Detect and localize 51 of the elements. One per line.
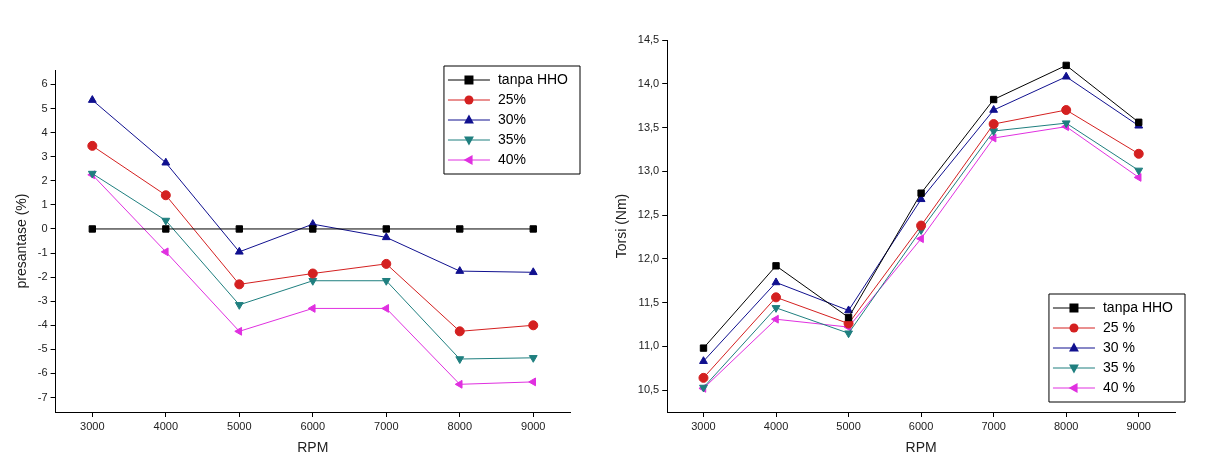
legend-label: 40% [497, 150, 526, 167]
y-tick-label: 13,5 [637, 120, 660, 133]
y-tick-label: -2 [37, 270, 48, 283]
legend-label: 35 % [1102, 358, 1135, 375]
y-tick-label: -7 [37, 390, 48, 403]
x-tick-label: 5000 [227, 419, 252, 432]
x-axis-title: RPM [905, 439, 937, 456]
x-tick-label: 9000 [521, 419, 546, 432]
x-tick-label: 6000 [300, 419, 326, 432]
y-tick-label: 14,5 [637, 33, 660, 46]
y-tick-label: 4 [41, 125, 48, 138]
x-tick-label: 8000 [1053, 419, 1079, 432]
x-tick-label: 4000 [153, 419, 179, 432]
x-tick-label: 3000 [80, 419, 105, 432]
y-tick-label: 6 [41, 77, 48, 90]
x-tick-label: 7000 [981, 419, 1006, 432]
x-tick-label: 6000 [908, 419, 934, 432]
x-tick-label: 9000 [1126, 419, 1151, 432]
x-tick-label: 8000 [447, 419, 473, 432]
y-tick-label: -4 [37, 318, 48, 331]
y-tick-label: 11,0 [638, 339, 660, 352]
y-tick-label: 14,0 [637, 76, 660, 89]
y-tick-label: 1 [41, 197, 48, 210]
y-tick-label: 5 [41, 101, 48, 114]
x-tick-label: 4000 [763, 419, 789, 432]
legend-label: 30 % [1102, 338, 1135, 355]
x-axis-title: RPM [297, 439, 329, 456]
y-tick-label: 12,5 [637, 208, 660, 221]
y-tick-label: 13,0 [637, 164, 660, 177]
legend-label: tanpa HHO [497, 70, 569, 87]
y-tick-label: 0 [41, 221, 48, 234]
y-axis-title: presantase (%) [13, 193, 30, 289]
y-tick-label: 11,5 [638, 295, 660, 308]
y-tick-label: 2 [41, 173, 48, 186]
legend-label: 40 % [1102, 378, 1135, 395]
legend-label: tanpa HHO [1102, 298, 1174, 315]
y-tick-label: 10,5 [637, 383, 660, 396]
x-tick-label: 5000 [836, 419, 861, 432]
x-tick-label: 7000 [374, 419, 399, 432]
y-axis-title: Torsi (Nm) [613, 193, 630, 259]
y-tick-label: -1 [37, 246, 48, 259]
legend-label: 35% [497, 130, 526, 147]
y-tick-label: 12,0 [637, 251, 660, 264]
legend-label: 25% [497, 90, 526, 107]
y-tick-label: 3 [41, 149, 48, 162]
y-tick-label: -5 [37, 342, 48, 355]
y-tick-label: -6 [37, 366, 48, 379]
y-tick-label: -3 [37, 294, 48, 307]
x-tick-label: 3000 [691, 419, 716, 432]
legend-label: 30% [497, 110, 526, 127]
legend-label: 25 % [1102, 318, 1135, 335]
